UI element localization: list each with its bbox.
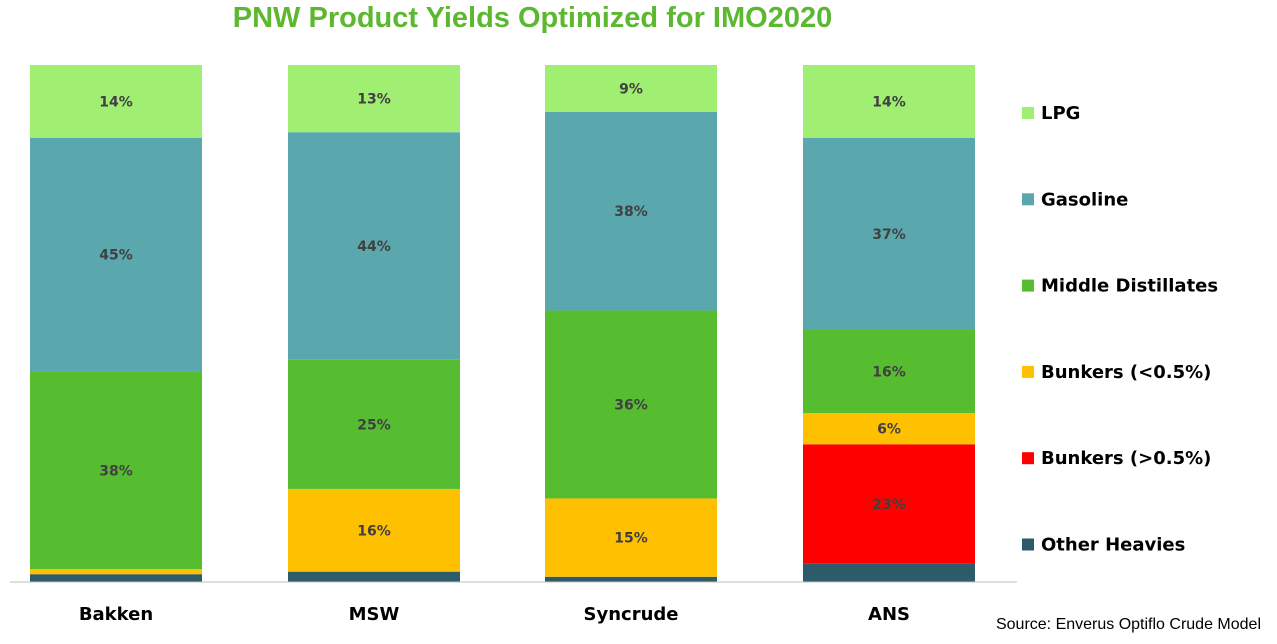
bar-bakken-lpg: [30, 65, 202, 138]
legend-label-bunkers-0-5: Bunkers (<0.5%): [1041, 362, 1211, 383]
legend-swatch-other-heavies: [1022, 538, 1034, 551]
bar-bakken-gasoline: [30, 137, 202, 372]
bar-syncrude-bunkers-0-5: [545, 498, 717, 577]
data-label-bakken-gasoline: 45%: [99, 248, 133, 264]
data-label-ans-bunkers-0-5: 23%: [872, 497, 906, 513]
bar-syncrude-gasoline: [545, 112, 717, 311]
data-label-bakken-lpg: 14%: [99, 94, 133, 110]
data-label-ans-middle-distillates: 16%: [872, 365, 906, 381]
bar-msw-middle-distillates: [288, 359, 460, 489]
bar-msw-bunkers-0-5: [288, 488, 460, 572]
data-label-msw-middle-distillates: 25%: [357, 417, 391, 433]
bar-syncrude-other-heavies: [545, 576, 717, 582]
data-label-syncrude-middle-distillates: 36%: [614, 397, 648, 413]
data-label-msw-bunkers-0-5: 16%: [357, 523, 391, 539]
data-label-ans-lpg: 14%: [872, 94, 906, 110]
legend-swatch-middle-distillates: [1022, 279, 1034, 292]
bar-ans-bunkers-0-5: [803, 444, 975, 564]
legend-swatch-bunkers-0-5: [1022, 452, 1034, 465]
legend-swatch-bunkers-0-5: [1022, 365, 1034, 378]
bar-ans-middle-distillates: [803, 329, 975, 414]
legend: LPG Gasoline Middle Distillates Bunkers (<0…: [1022, 103, 1218, 556]
bar-msw-gasoline: [288, 132, 460, 360]
data-label-ans-gasoline: 37%: [872, 227, 906, 243]
category-label-ans: ANS: [868, 604, 910, 625]
bar-ans-lpg: [803, 65, 975, 138]
bars-group: 38% 45% 14% 16% 25% 44% 13% 15% 36% 38% 9% 23% 6% 16%…: [30, 65, 975, 582]
legend-label-middle-distillates: Middle Distillates: [1041, 276, 1218, 297]
legend-label-lpg: LPG: [1041, 103, 1080, 124]
data-label-syncrude-gasoline: 38%: [614, 204, 648, 220]
bar-syncrude-lpg: [545, 65, 717, 112]
data-label-syncrude-bunkers-0-5: 15%: [614, 531, 648, 547]
data-label-msw-lpg: 13%: [357, 92, 391, 108]
category-labels: Bakken MSW Syncrude ANS: [79, 604, 910, 625]
data-label-ans-bunkers-0-5: 6%: [877, 422, 901, 438]
category-label-msw: MSW: [349, 604, 400, 625]
category-label-bakken: Bakken: [79, 604, 153, 625]
chart-title: PNW Product Yields Optimized for IMO2020: [232, 2, 833, 34]
source-note: Source: Enverus Optiflo Crude Model: [995, 616, 1261, 633]
data-label-msw-gasoline: 44%: [357, 239, 391, 255]
bar-bakken-other-heavies: [30, 574, 202, 582]
bar-syncrude-middle-distillates: [545, 310, 717, 499]
legend-label-bunkers-0-5: Bunkers (>0.5%): [1041, 448, 1211, 469]
bar-msw-other-heavies: [288, 571, 460, 582]
legend-swatch-lpg: [1022, 107, 1034, 119]
bar-msw-lpg: [288, 65, 460, 133]
legend-swatch-gasoline: [1022, 193, 1034, 206]
bar-ans-other-heavies: [803, 563, 975, 582]
bar-ans-bunkers-0-5: [803, 413, 975, 445]
data-label-syncrude-lpg: 9%: [619, 82, 643, 98]
bar-ans-gasoline: [803, 137, 975, 330]
legend-label-gasoline: Gasoline: [1041, 189, 1128, 210]
bar-bakken-middle-distillates: [30, 371, 202, 570]
bar-bakken-bunkers-0-5: [30, 569, 202, 575]
data-label-bakken-middle-distillates: 38%: [99, 463, 133, 479]
legend-label-other-heavies: Other Heavies: [1041, 535, 1185, 556]
category-label-syncrude: Syncrude: [584, 604, 679, 625]
